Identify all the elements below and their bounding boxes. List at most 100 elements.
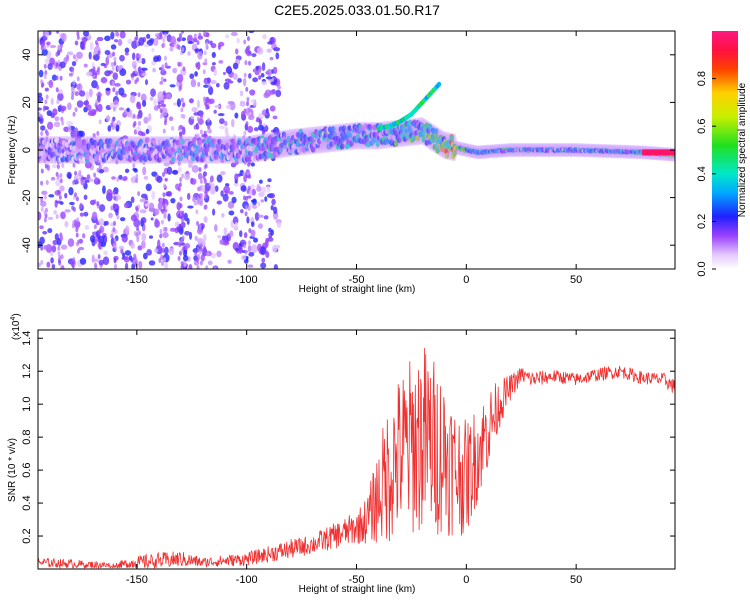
heatmap-cell xyxy=(204,58,208,64)
heatmap-cell xyxy=(260,262,267,269)
heatmap-cell xyxy=(244,60,248,66)
heatmap-cell xyxy=(367,124,373,131)
heatmap-cell xyxy=(157,91,164,100)
heatmap-cell xyxy=(153,105,159,111)
heatmap-cell xyxy=(135,41,139,47)
svg-text:(x104): (x104) xyxy=(10,313,22,340)
heatmap-cell xyxy=(276,221,282,228)
heatmap-cell xyxy=(98,204,106,212)
heatmap-cell xyxy=(112,87,116,93)
heatmap-cell xyxy=(136,114,140,120)
heatmap-cell xyxy=(72,206,76,212)
heatmap-cell xyxy=(133,64,137,70)
heatmap-cell xyxy=(198,223,202,229)
heatmap-cell xyxy=(208,98,215,104)
heatmap-cell xyxy=(65,141,70,148)
heatmap-cell xyxy=(275,52,280,60)
heatmap-cell xyxy=(97,162,101,166)
heatmap-cell xyxy=(74,192,78,198)
heatmap-cell xyxy=(203,247,207,253)
heatmap-cell xyxy=(268,192,276,199)
heatmap-cell xyxy=(93,258,99,263)
heatmap-cell xyxy=(195,62,199,68)
heatmap-cell xyxy=(60,116,64,122)
heatmap-cell xyxy=(194,71,198,77)
heatmap-cell xyxy=(268,227,272,233)
heatmap-cell xyxy=(177,161,181,167)
heatmap-cell xyxy=(51,164,59,169)
heatmap-cell xyxy=(266,48,272,53)
heatmap-cell xyxy=(184,173,191,181)
heatmap-cell xyxy=(245,121,249,127)
heatmap-cell xyxy=(137,191,141,197)
heatmap-cell xyxy=(248,31,255,34)
heatmap-cell xyxy=(273,264,279,269)
heatmap-cell xyxy=(115,99,119,105)
heatmap-cell xyxy=(210,43,217,49)
heatmap-cell xyxy=(237,78,242,83)
y-tick-label: -40 xyxy=(21,237,33,253)
heatmap-cell xyxy=(70,262,74,268)
heatmap-cell xyxy=(153,37,159,47)
heatmap-cell xyxy=(75,232,79,238)
heatmap-cell xyxy=(56,31,60,34)
heatmap-cell xyxy=(226,104,231,109)
heatmap-cell xyxy=(205,193,209,199)
heatmap-cell xyxy=(135,178,139,184)
snr-exponent-base: (x10 xyxy=(11,320,22,340)
heatmap-cell xyxy=(52,239,59,246)
heatmap-cell xyxy=(39,236,45,245)
heatmap-cell xyxy=(72,162,76,168)
heatmap-cell xyxy=(157,156,162,163)
heatmap-cell xyxy=(204,163,208,169)
heatmap-cell xyxy=(340,143,345,150)
heatmap-cell xyxy=(45,180,49,186)
heatmap-cell xyxy=(151,48,155,53)
heatmap-cell xyxy=(247,45,251,51)
heatmap-cell xyxy=(187,256,191,262)
heatmap-cell xyxy=(181,31,185,34)
heatmap-cell xyxy=(56,237,62,246)
heatmap-cell xyxy=(109,102,115,109)
heatmap-cell xyxy=(232,134,237,141)
heatmap-cell xyxy=(123,202,129,209)
y-tick-label: 0.8 xyxy=(21,429,33,444)
heatmap-cell xyxy=(124,262,129,269)
y-tick-label: 1.4 xyxy=(21,331,33,346)
heatmap-cell xyxy=(253,127,259,132)
heatmap-cell xyxy=(124,250,132,256)
heatmap-cell xyxy=(200,156,205,163)
heatmap-cell xyxy=(205,265,209,269)
heatmap-cell xyxy=(137,230,141,236)
heatmap-cell xyxy=(204,189,208,195)
heatmap-cell xyxy=(76,133,80,139)
heatmap-cell xyxy=(44,87,49,92)
heatmap-cell xyxy=(40,131,44,137)
heatmap-cell xyxy=(43,194,47,200)
heatmap-cell xyxy=(203,50,207,56)
heatmap-cell xyxy=(239,230,243,238)
heatmap-cell xyxy=(47,228,53,234)
heatmap-cell xyxy=(195,220,199,226)
heatmap-cell xyxy=(138,53,142,59)
heatmap-cell xyxy=(427,123,433,130)
heatmap-cell xyxy=(214,224,218,232)
heatmap-cell xyxy=(215,82,220,88)
heatmap-cell xyxy=(198,167,202,173)
heatmap-cell xyxy=(206,251,210,257)
heatmap-cell xyxy=(88,178,94,182)
heatmap-cell xyxy=(195,257,199,263)
y-tick-label: 1.0 xyxy=(21,397,33,412)
y-tick-label: 0.2 xyxy=(21,528,33,543)
heatmap-cell xyxy=(118,154,124,161)
heatmap-cell xyxy=(162,226,166,232)
heatmap-cell xyxy=(117,38,123,46)
heatmap-cell xyxy=(250,229,256,237)
heatmap-cell xyxy=(369,140,374,147)
heatmap-cell xyxy=(234,112,239,119)
heatmap-cell xyxy=(166,166,173,175)
heatmap-cell xyxy=(55,75,59,81)
heatmap-cell xyxy=(49,44,57,49)
heatmap-cell xyxy=(199,242,203,248)
